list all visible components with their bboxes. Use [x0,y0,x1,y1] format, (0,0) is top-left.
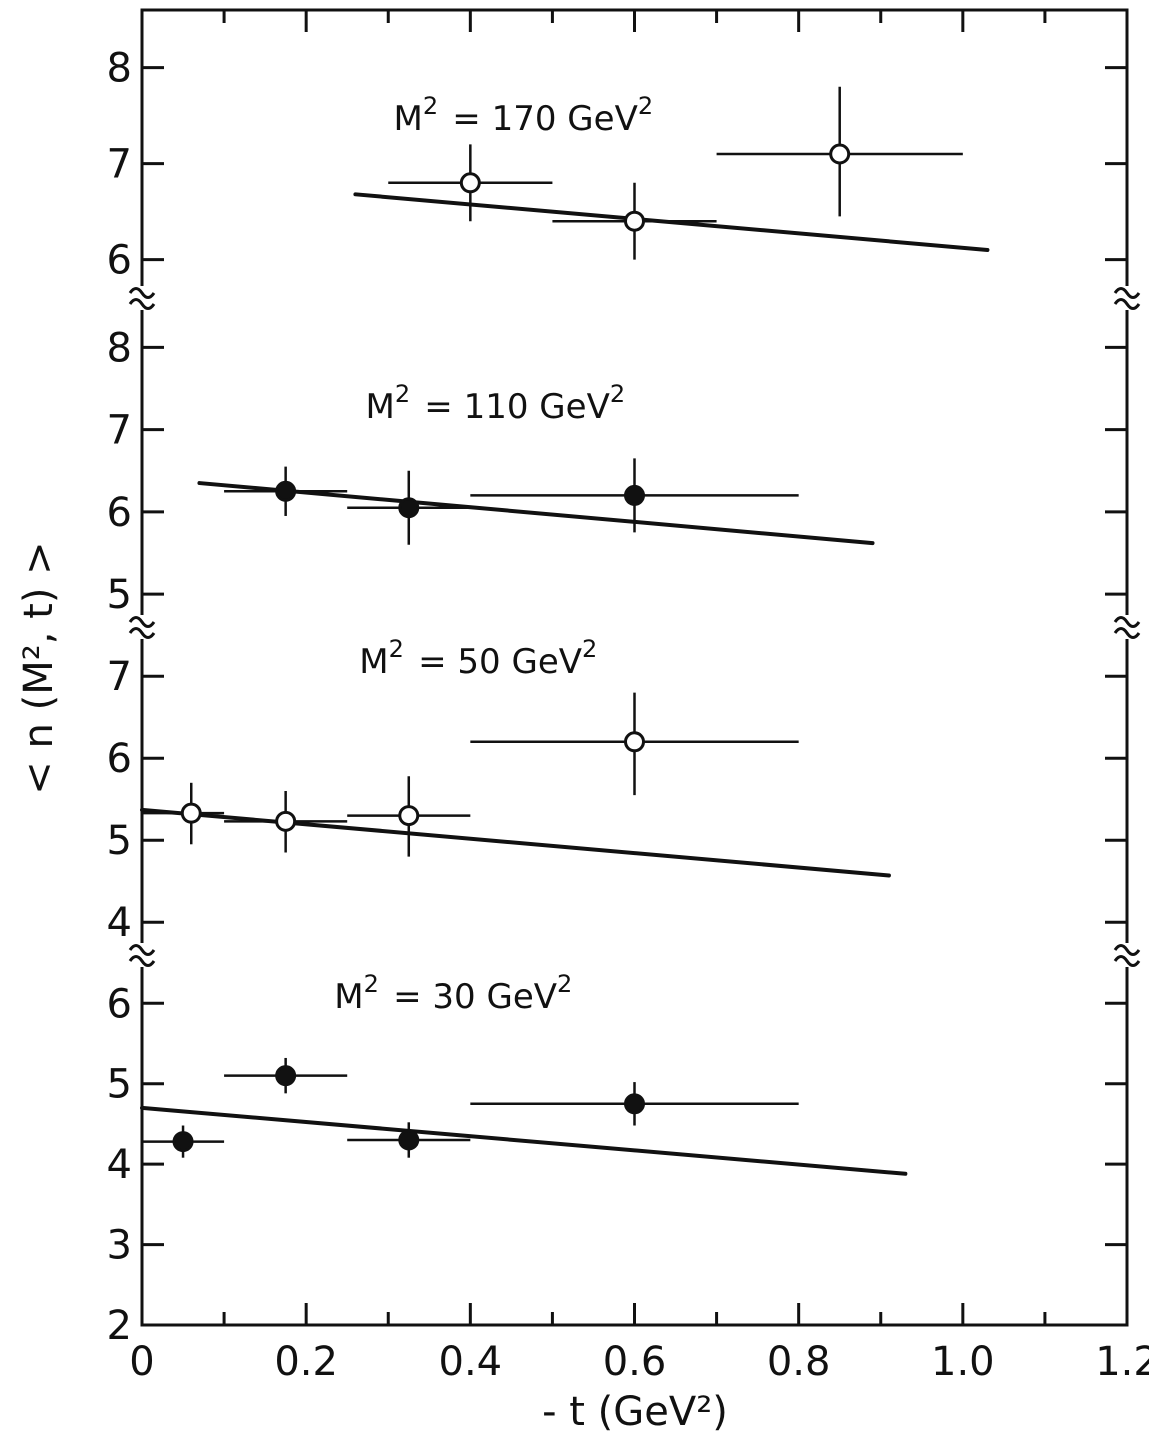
y-tick-label: 7 [107,142,132,188]
data-point-filled [275,1065,297,1087]
x-axis: 0 0.2 0.4 0.6 0.8 1.0 1.2 [129,10,1149,1385]
panel-label: M2 = 50 GeV2 [359,635,600,682]
x-tick-label: 0.8 [767,1339,831,1385]
x-tick-label: 1.0 [931,1339,995,1385]
panel-4: 2 3 4 5 6 M2 = 30 GeV2 [107,943,1141,1349]
axis-break-mark [1113,944,1141,956]
x-tick-label: 0.4 [439,1339,503,1385]
data-point-filled [624,1093,645,1115]
fit-curve [140,807,891,878]
axis-break-mark [1113,616,1141,628]
data-point-open [624,731,645,753]
y-tick-label: 7 [107,408,132,454]
panel-label: M2 = 30 GeV2 [334,970,575,1017]
axis-break-mark [128,298,156,310]
data-point-open [459,172,481,194]
x-axis-title: - t (GeV²) [542,1389,728,1435]
y-tick-label: 8 [107,325,132,371]
y-tick-label: 6 [107,238,132,284]
axis-break-mark [1113,955,1141,967]
axis-break-gap [1119,943,1135,967]
data-point-filled [398,497,420,519]
data-point-filled [398,1129,420,1151]
axis-break-gap [134,286,150,310]
y-tick-label: 6 [107,981,132,1027]
x-tick-label: 0.6 [603,1339,667,1385]
y-tick-label: 3 [107,1223,132,1269]
panel-2: 5 6 7 8 M2 = 110 GeV2 [107,286,1141,618]
axis-break-mark [128,944,156,956]
x-tick-label: 0 [129,1339,154,1385]
data-point-open [275,810,297,832]
panel-1: 6 7 8 M2 = 170 GeV2 [107,46,1127,284]
axis-break-mark [1113,298,1141,310]
axis-break-mark [128,627,156,639]
x-tick-label: 0.2 [274,1339,338,1385]
panel-3: 4 5 6 7 M2 = 50 GeV2 [107,615,1141,946]
y-axis-title: < n (M², t) > [16,541,62,794]
y-tick-label: 6 [107,490,132,536]
data-point-filled [275,480,297,502]
axis-break-mark [1113,287,1141,299]
panel-label: M2 = 110 GeV2 [365,380,628,427]
axis-break-mark [128,287,156,299]
x-tick-label: 1.2 [1095,1339,1149,1385]
axis-break-mark [1113,627,1141,639]
y-tick-label: 6 [107,736,132,782]
data-point-filled [624,484,645,506]
y-tick-label: 5 [107,1062,132,1108]
y-tick-label: 4 [107,1142,132,1188]
axis-break-gap [1119,286,1135,310]
fit-curve [140,1105,908,1176]
y-tick-label: 4 [107,900,132,946]
y-tick-label: 5 [107,818,132,864]
fit-curve [197,481,875,546]
data-point-open [398,805,420,827]
y-tick-label: 5 [107,572,132,618]
y-tick-label: 7 [107,654,132,700]
data-point-open [829,143,851,165]
data-point-open [180,802,202,824]
data-point-open [624,210,645,232]
data-point-filled [172,1131,194,1153]
chart-panels: 6 7 8 M2 = 170 GeV2 5 6 7 8 M2 = 110 GeV2 4 5 6 7 M… [107,46,1141,1349]
axis-break-gap [1119,615,1135,639]
panel-label: M2 = 170 GeV2 [393,92,656,139]
y-tick-label: 8 [107,46,132,92]
axis-break-gap [134,615,150,639]
axis-break-mark [128,955,156,967]
axis-break-mark [128,616,156,628]
axis-break-gap [134,943,150,967]
y-tick-label: 2 [107,1303,132,1349]
